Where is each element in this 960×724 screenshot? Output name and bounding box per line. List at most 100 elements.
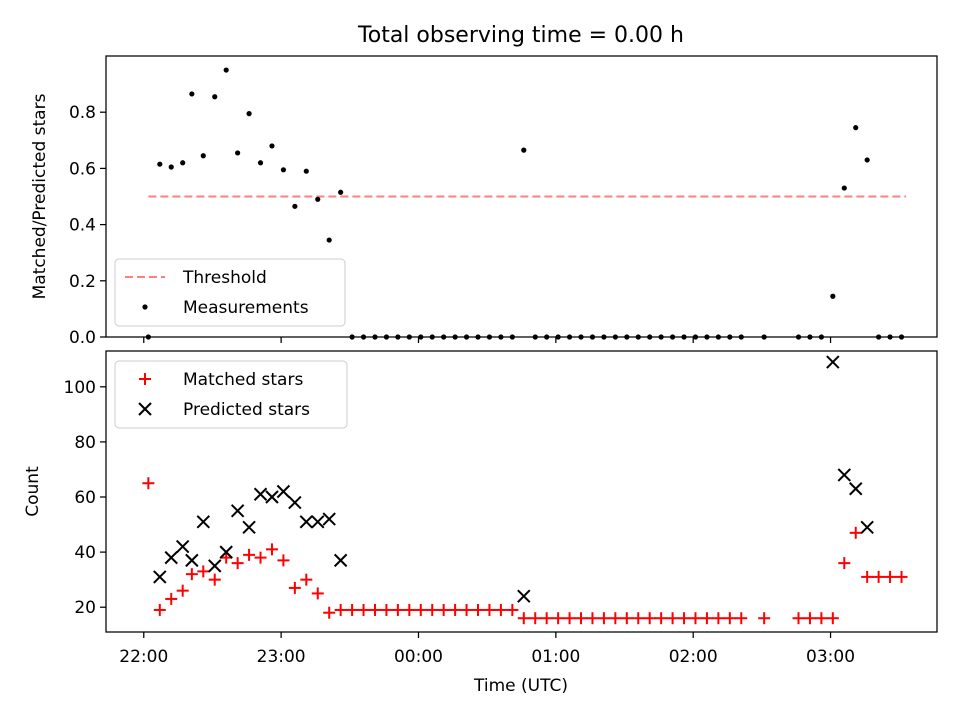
predicted-marker-stroke: [153, 570, 167, 584]
ratio-y-tick-label: 0.4: [69, 216, 96, 236]
ratio-y-tick-label: 0.8: [69, 103, 96, 123]
measurement-point: [292, 203, 298, 209]
matched-star-point: [540, 612, 553, 625]
predicted-marker-stroke: [208, 559, 222, 573]
measurement-point: [212, 94, 218, 100]
matched-star-point: [414, 603, 427, 616]
matched-star-point: [220, 551, 233, 564]
ratio-y-ticks: 0.0 0.2 0.4 0.6 0.8: [69, 103, 106, 348]
matched-legend-label: Matched stars: [183, 370, 303, 390]
matched-star-point: [678, 612, 691, 625]
matched-star-point: [300, 573, 313, 586]
matched-star-point: [403, 603, 416, 616]
matched-star-point: [142, 477, 155, 490]
predicted-star-point: [288, 495, 302, 510]
matched-star-point: [632, 612, 645, 625]
matched-star-point: [288, 581, 301, 594]
predicted-star-point: [230, 504, 245, 518]
x-axis-label: Time (UTC): [473, 676, 568, 696]
ratio-panel: 0.00.20.40.60.8 Matched/Predicted stars …: [30, 55, 938, 348]
measurement-point: [326, 237, 332, 243]
measurement-point: [521, 147, 527, 153]
matched-star-point: [586, 612, 599, 625]
measurement-point: [223, 67, 229, 73]
predicted-star-point: [265, 490, 279, 504]
matched-star-point: [803, 612, 816, 625]
matched-star-point: [620, 612, 633, 625]
count-panel: 20 40 60 80 100 22:00 23:00 00:00 01:00 02:00 03:…: [23, 350, 938, 696]
matched-star-point: [357, 603, 370, 616]
matched-star-point: [517, 612, 530, 625]
ratio-x-ticks: [143, 337, 832, 343]
matched-star-point: [700, 612, 713, 625]
matched-star-point: [506, 603, 519, 616]
count-axes-frame: [105, 350, 938, 633]
predicted-star-point: [517, 589, 531, 603]
measurement-point: [235, 150, 241, 156]
matched-star-point: [861, 570, 874, 583]
predicted-star-point: [849, 482, 863, 496]
matched-star-point: [176, 584, 189, 597]
matched-star-point: [460, 603, 473, 616]
predicted-star-point: [164, 550, 178, 565]
count-plot-area: [142, 355, 908, 625]
predicted-star-point: [322, 512, 336, 526]
matched-star-point: [243, 548, 256, 561]
matched-star-point: [689, 612, 702, 625]
predicted-star-point: [219, 545, 233, 559]
matched-star-point: [563, 612, 576, 625]
matched-star-point: [368, 603, 381, 616]
predicted-star-point: [153, 570, 167, 584]
matched-legend-swatch: [139, 373, 151, 385]
matched-star-point: [609, 612, 622, 625]
measurement-point: [189, 91, 195, 97]
matched-star-point: [391, 603, 404, 616]
count-y-axis-label: Count: [23, 466, 43, 517]
predicted-star-point: [276, 484, 291, 499]
x-tick-label: 02:00: [669, 647, 718, 667]
predicted-marker-stroke: [276, 484, 291, 499]
measurement-point: [830, 293, 836, 299]
ratio-y-tick-label: 0.0: [69, 328, 96, 348]
matched-star-point: [758, 612, 771, 625]
measurement-point: [841, 185, 847, 191]
matched-star-point: [472, 603, 485, 616]
predicted-marker-stroke: [196, 515, 211, 529]
matched-star-point: [208, 573, 221, 586]
predicted-marker-stroke: [230, 504, 245, 518]
measurement-point: [180, 160, 186, 166]
count-legend: Matched stars Predicted stars: [114, 360, 348, 429]
measurement-point: [257, 160, 264, 166]
measurement-point: [303, 168, 309, 174]
matched-star-point: [197, 565, 210, 578]
matched-star-point: [483, 603, 496, 616]
predicted-star-point: [860, 520, 874, 535]
measurements-legend-swatch: [142, 304, 148, 310]
x-tick-label: 23:00: [257, 647, 306, 667]
matched-star-point: [265, 543, 278, 556]
matched-star-point: [575, 612, 588, 625]
predicted-marker-stroke: [826, 355, 840, 369]
predicted-marker-stroke: [253, 487, 268, 501]
ratio-legend: Threshold Measurements: [114, 258, 346, 327]
predicted-marker-stroke: [219, 545, 233, 559]
matched-star-point: [449, 603, 462, 616]
matched-star-point: [426, 603, 439, 616]
matched-star-point: [311, 587, 324, 600]
predicted-star-point: [208, 559, 222, 573]
predicted-star-point: [253, 487, 268, 501]
measurement-point: [280, 167, 287, 173]
predicted-marker-stroke: [837, 468, 851, 482]
matched-star-point: [872, 570, 885, 583]
count-y-tick-label: 80: [74, 433, 96, 453]
count-y-tick-label: 20: [74, 598, 96, 618]
predicted-star-point: [826, 355, 840, 369]
predicted-marker-stroke: [242, 520, 256, 535]
matched-star-point: [895, 570, 908, 583]
matched-star-point: [552, 612, 565, 625]
count-legend-box: [114, 360, 348, 429]
measurement-point: [200, 153, 206, 159]
predicted-star-point: [333, 553, 348, 568]
matched-star-point: [529, 612, 542, 625]
count-y-ticks: 20 40 60 80 100: [64, 378, 106, 618]
